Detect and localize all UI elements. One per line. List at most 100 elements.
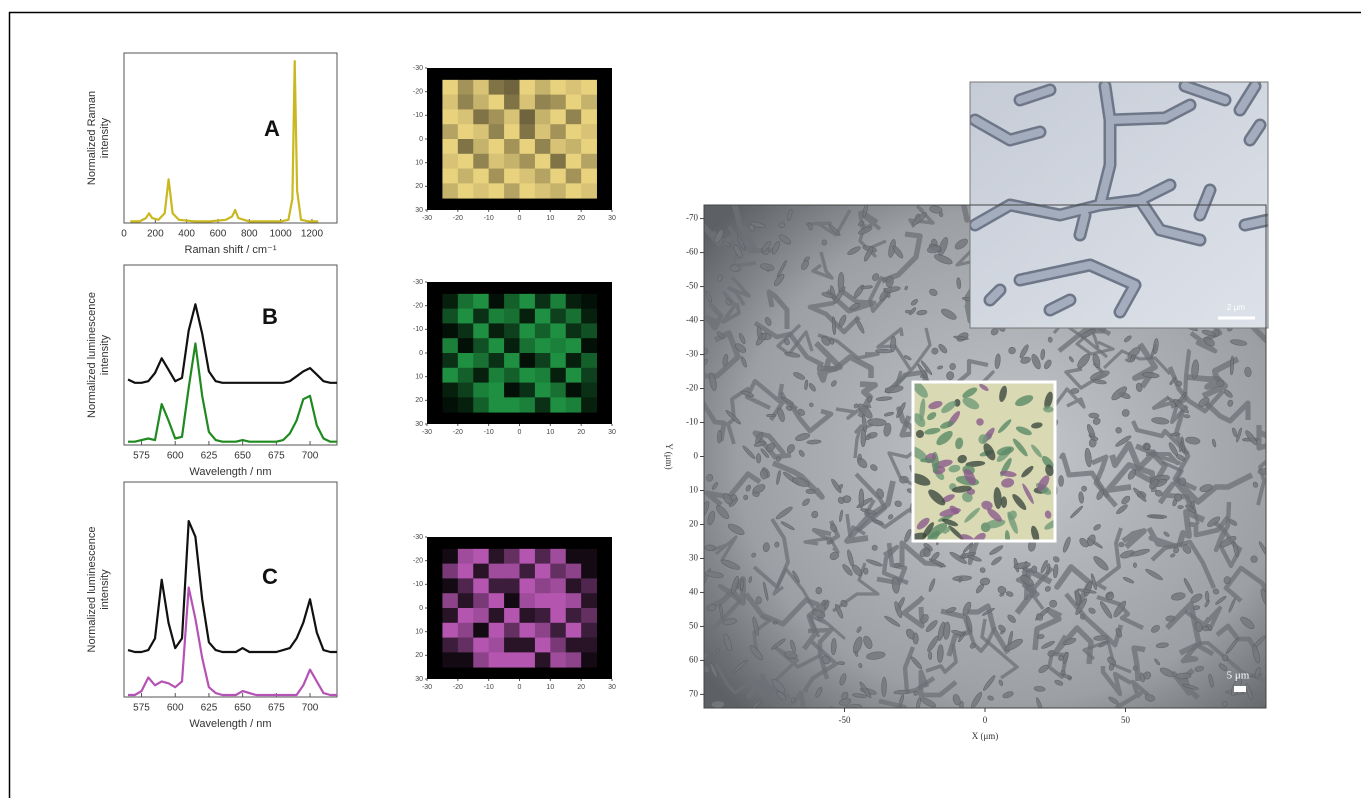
plot-frame <box>123 481 338 698</box>
domain <box>821 239 828 246</box>
domain <box>929 288 938 296</box>
domain <box>763 581 769 601</box>
overlay-domain <box>936 430 953 446</box>
map-cell <box>565 548 582 565</box>
y-tick-label: 30 <box>415 421 423 428</box>
domain <box>904 528 912 543</box>
domain <box>1132 562 1137 568</box>
y-tick-label: 30 <box>689 553 699 563</box>
y-tick-label: -10 <box>413 326 423 333</box>
domain <box>1108 696 1119 705</box>
map-cell <box>550 168 567 184</box>
domain <box>1159 667 1175 678</box>
domain <box>1098 641 1109 648</box>
domain <box>751 699 763 708</box>
domain <box>743 494 749 501</box>
domain <box>837 661 846 666</box>
y-tick-label: 40 <box>689 587 699 597</box>
domain-edge <box>1102 349 1172 376</box>
domain <box>795 433 811 441</box>
overlay-domain <box>981 500 993 510</box>
overlay-domain <box>993 487 1002 509</box>
overlay-domain <box>955 437 964 450</box>
domain <box>812 609 826 619</box>
x-tick-label: 700 <box>302 703 319 714</box>
x-axis-label: X (μm) <box>972 731 999 741</box>
domain <box>1216 379 1225 388</box>
map-cell <box>565 367 582 383</box>
overlay-domain <box>999 385 1007 402</box>
spectrum-line <box>127 520 337 654</box>
domain <box>1033 686 1046 692</box>
map-cell <box>504 308 520 324</box>
domain <box>975 583 985 594</box>
map-cell <box>565 608 582 624</box>
domain <box>766 442 776 452</box>
y-tick-label: 30 <box>415 676 423 683</box>
domain <box>1020 574 1034 586</box>
domain <box>733 244 743 259</box>
domain-edge <box>1183 605 1223 632</box>
map-cell <box>565 79 582 96</box>
x-tick-label: 575 <box>133 451 150 462</box>
overlay-domain <box>913 473 931 486</box>
domain-edge <box>853 422 874 459</box>
domain <box>1127 469 1137 480</box>
domain-edge <box>980 618 1019 680</box>
map-cell <box>488 397 505 413</box>
domain-edge <box>808 614 846 640</box>
domain <box>1135 382 1143 393</box>
map-cell <box>504 593 520 609</box>
domain <box>750 221 766 228</box>
map-cell <box>534 79 551 96</box>
domain <box>936 644 944 663</box>
map-cell <box>473 168 490 184</box>
map-cell <box>581 578 597 594</box>
map-cell <box>442 183 459 199</box>
domain <box>998 624 1006 632</box>
map-cell <box>442 397 459 413</box>
map-cell <box>581 183 597 199</box>
map-cell <box>473 79 490 96</box>
domain <box>1211 438 1217 448</box>
map-cell <box>488 94 505 110</box>
domain <box>1099 601 1113 619</box>
domain <box>998 679 1004 687</box>
domain <box>904 285 908 291</box>
domain <box>734 343 747 353</box>
plot-frame <box>123 52 338 224</box>
domain <box>740 356 747 368</box>
y-axis-label: Y (μm) <box>664 443 674 469</box>
map-cell <box>550 353 567 369</box>
domain <box>1185 436 1201 445</box>
y-axis-label: intensity <box>99 334 111 375</box>
domain-edge <box>1095 527 1123 591</box>
y-tick-label: 0 <box>419 350 423 357</box>
y-tick-label: 30 <box>415 207 423 214</box>
overlay-domain <box>913 445 928 461</box>
map-cell <box>565 397 582 413</box>
domain <box>738 333 746 344</box>
domain <box>849 303 861 311</box>
map-cell <box>488 124 505 140</box>
domain <box>1183 414 1191 419</box>
domain <box>729 264 741 272</box>
overlay-domain <box>1012 493 1027 510</box>
domain <box>771 678 786 694</box>
domain <box>772 621 778 625</box>
domain <box>707 510 716 526</box>
domain <box>760 469 768 480</box>
map-cell <box>504 338 520 354</box>
map-cell <box>457 578 474 594</box>
map-cell <box>550 578 567 594</box>
domain <box>859 681 872 699</box>
map-cell <box>550 652 567 668</box>
y-tick-label: 10 <box>689 485 699 495</box>
y-tick-label: 20 <box>415 652 423 659</box>
domain <box>839 673 847 686</box>
domain <box>1031 565 1038 574</box>
map-cell <box>565 293 582 310</box>
map-cell <box>565 168 582 184</box>
map-cell <box>550 338 567 354</box>
domain <box>865 434 872 441</box>
